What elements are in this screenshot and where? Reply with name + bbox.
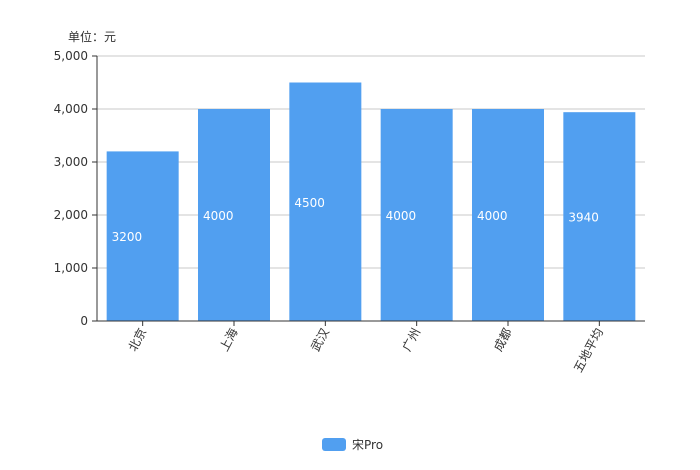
legend-label[interactable]: 宋Pro [352, 437, 383, 452]
gridlines [97, 55, 645, 269]
y-tick-label: 3,000 [54, 155, 88, 169]
y-tick-label: 2,000 [54, 208, 88, 222]
data-label: 4000 [477, 209, 508, 223]
y-tick-label: 1,000 [54, 261, 88, 275]
x-tick-label: 成都 [491, 326, 515, 354]
legend-swatch[interactable] [322, 438, 346, 451]
bar[interactable] [380, 109, 453, 321]
data-label: 4000 [203, 209, 234, 223]
x-tick-label: 上海 [216, 325, 241, 353]
bars [106, 82, 636, 322]
x-tick-label: 北京 [126, 326, 150, 354]
bar[interactable] [106, 151, 179, 321]
data-labels: 3200 4000 4500 4000 4000 3940 [112, 196, 599, 244]
axes [96, 56, 645, 322]
y-tick-label: 5,000 [54, 49, 88, 63]
x-tick-label: 广州 [400, 326, 424, 354]
data-label: 4500 [294, 196, 325, 210]
data-label: 3200 [112, 230, 143, 244]
bar[interactable] [289, 82, 362, 322]
legend[interactable]: 宋Pro [322, 437, 383, 452]
bar[interactable] [198, 109, 270, 321]
bar[interactable] [563, 112, 636, 322]
data-label: 4000 [386, 209, 417, 223]
data-label: 3940 [568, 211, 599, 225]
unit-label: 单位：元 [68, 29, 116, 44]
y-tick-label: 4,000 [54, 102, 88, 116]
y-tick-label: 0 [80, 314, 88, 328]
x-tick-label: 五地平均 [571, 326, 606, 375]
x-axis-ticks: 北京 上海 武汉 广州 成都 五地平均 [126, 321, 606, 375]
x-tick-label: 武汉 [308, 326, 332, 354]
y-axis-ticks: 0 1,000 2,000 3,000 4,000 5,000 [54, 49, 97, 328]
bar[interactable] [472, 109, 544, 321]
